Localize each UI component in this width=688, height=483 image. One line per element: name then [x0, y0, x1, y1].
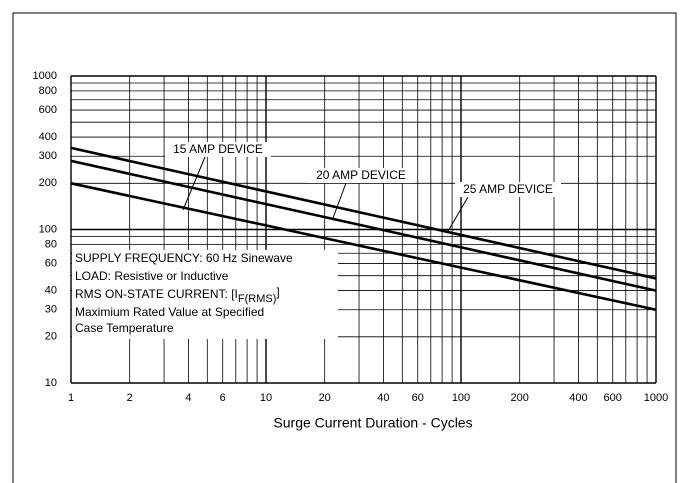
x-tick-label: 6: [220, 392, 226, 404]
series-line: [70, 159, 657, 292]
note-text-part: RMS ON-STATE CURRENT: [I: [75, 287, 238, 301]
y-tick-label: 600: [39, 104, 57, 116]
note-text: RMS ON-STATE CURRENT: [IF(RMS)]: [75, 285, 280, 305]
x-tick-label: 40: [377, 392, 389, 404]
x-tick-label: 4: [185, 392, 191, 404]
x-tick-label: 200: [511, 392, 529, 404]
y-tick-label: 10: [45, 377, 57, 389]
note-text-part: ]: [276, 285, 279, 299]
callout-box: [165, 142, 271, 157]
x-tick-label: 10: [260, 392, 272, 404]
series-label: 15 AMP DEVICE: [173, 142, 263, 156]
note-text-part: F(RMS): [238, 293, 277, 305]
x-tick-label: 100: [452, 392, 470, 404]
y-tick-label: 300: [39, 150, 57, 162]
callout-leader: [446, 196, 469, 234]
callout-leader: [332, 182, 347, 219]
y-tick-label: 40: [45, 284, 57, 296]
callout-box: [455, 182, 561, 197]
note-text: Case Temperature: [75, 321, 174, 335]
note-text: LOAD: Resistive or Inductive: [75, 269, 229, 283]
x-tick-label: 60: [412, 392, 424, 404]
series-line: [70, 146, 657, 280]
y-tick-label: 100: [39, 223, 57, 235]
x-axis-label: Surge Current Duration - Cycles: [273, 415, 472, 431]
callout-box: [308, 168, 414, 183]
x-tick-label: 600: [604, 392, 622, 404]
note-text: Maximium Rated Value at Specified: [75, 305, 264, 319]
frame: [12, 12, 677, 483]
y-tick-label: 200: [39, 177, 57, 189]
x-tick-label: 20: [319, 392, 331, 404]
y-tick-label: 60: [45, 257, 57, 269]
y-tick-label: 20: [45, 331, 57, 343]
callout-leader: [182, 156, 206, 211]
y-tick-label: 1000: [33, 70, 57, 82]
x-tick-label: 400: [569, 392, 587, 404]
y-tick-label: 80: [45, 238, 57, 250]
series-label: 25 AMP DEVICE: [463, 182, 553, 196]
series-label: 20 AMP DEVICE: [316, 168, 406, 182]
note-box: [72, 250, 338, 339]
y-tick-label: 400: [39, 131, 57, 143]
note-text: SUPPLY FREQUENCY: 60 Hz Sinewave: [75, 251, 293, 265]
x-tick-label: 1: [68, 392, 74, 404]
y-tick-label: 30: [45, 304, 57, 316]
x-tick-label: 2: [127, 392, 133, 404]
y-tick-label: 800: [39, 85, 57, 97]
x-tick-label: 1000: [644, 392, 668, 404]
series-line: [70, 182, 657, 312]
